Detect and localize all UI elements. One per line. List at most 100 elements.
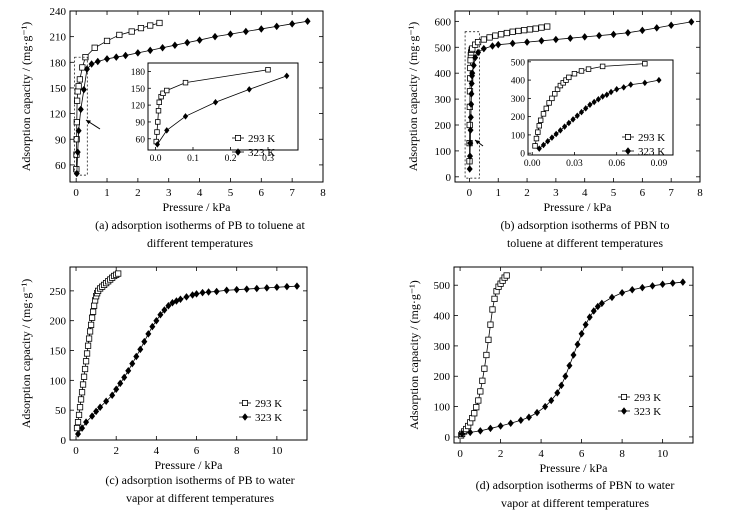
data-point-b-1-9 (469, 69, 476, 77)
data-point-a-1-1 (74, 148, 81, 156)
data-point-a-1-18 (227, 30, 234, 38)
inset-data-point-b-1-16 (604, 91, 610, 98)
inset-data-point-a-0-9 (265, 67, 271, 73)
caption-a: (a) adsorption isotherms of PB to toluen… (40, 216, 360, 252)
legend-a: 293 K 323 K (232, 133, 275, 159)
y-tick-label-b-4: 400 (435, 68, 452, 80)
inset-data-point-a-1-2 (182, 113, 189, 120)
inset-data-point-b-0-3 (536, 123, 542, 129)
data-point-d-1-28 (659, 280, 666, 289)
legend-marker-c-1 (242, 413, 248, 421)
data-point-a-0-15 (147, 22, 154, 29)
data-point-a-1-12 (147, 46, 154, 55)
series-c-0 (73, 270, 122, 432)
data-point-d-1-6 (517, 416, 524, 424)
data-point-d-1-4 (497, 422, 504, 430)
data-point-d-1-16 (574, 340, 581, 349)
data-point-c-1-36 (273, 283, 280, 292)
data-point-b-1-19 (552, 35, 559, 44)
x-tick-label-b-0: 0 (467, 187, 473, 199)
y-tick-label-b-1: 100 (435, 146, 452, 158)
legend-marker-d-1 (621, 407, 627, 415)
inset-data-point-b-0-1 (533, 135, 540, 142)
inset-data-point-b-1-15 (600, 93, 606, 100)
data-point-d-1-12 (558, 381, 565, 390)
data-point-c-1-11 (125, 367, 132, 375)
data-point-d-0-17 (491, 295, 498, 302)
data-point-c-0-9 (82, 358, 90, 365)
x-tick-label-d-4: 8 (619, 448, 625, 460)
data-point-b-1-10 (470, 61, 477, 70)
inset-b: 0.00 0.03 0.06 0.09 0 100 200 300 400 500 (511, 58, 674, 169)
data-point-b-1-21 (581, 33, 588, 41)
inset-y-tick-label-a-1: 90 (136, 118, 146, 128)
data-point-d-1-10 (548, 396, 555, 405)
plot-frame-b (454, 10, 701, 183)
y-tick-label-b-2: 200 (435, 120, 452, 132)
data-point-b-0-2 (466, 121, 473, 129)
data-point-a-0-16 (156, 19, 163, 27)
inset-a: 0.0 0.1 0.2 0.3 60 90 120 150 180 (131, 62, 299, 164)
y-tick-label-d-2: 200 (434, 371, 451, 383)
data-point-d-1-26 (639, 283, 646, 292)
data-point-a-1-4 (80, 85, 87, 94)
data-point-c-1-32 (233, 285, 240, 294)
data-point-b-1-23 (610, 30, 617, 39)
x-tick-label-b-1: 1 (495, 187, 501, 199)
data-point-c-0-0 (73, 424, 81, 432)
data-point-d-1-21 (594, 302, 601, 311)
x-tick-label-b-2: 2 (524, 187, 530, 199)
series-b-1 (466, 18, 695, 173)
data-point-c-1-18 (153, 316, 160, 325)
x-tick-label-c-5: 10 (271, 445, 283, 457)
inset-x-tick-label-a-3: 0.3 (262, 154, 274, 164)
data-point-c-0-7 (80, 373, 88, 380)
data-point-c-1-15 (141, 337, 148, 346)
x-tick-label-a-3: 3 (166, 187, 172, 199)
data-point-a-1-14 (171, 41, 178, 49)
data-point-b-0-15 (486, 34, 493, 41)
y-tick-label-a-4: 180 (50, 57, 67, 69)
data-point-c-1-0 (75, 430, 82, 438)
data-point-c-1-16 (145, 330, 152, 338)
data-point-c-1-6 (103, 397, 110, 405)
y-tick-label-a-5: 210 (50, 32, 67, 44)
data-point-c-1-37 (283, 282, 290, 291)
data-point-c-0-31 (115, 270, 122, 277)
data-point-d-1-25 (629, 286, 636, 294)
x-tick-label-b-8: 8 (697, 187, 703, 199)
data-point-d-1-0 (459, 430, 466, 438)
y-tick-label-d-4: 400 (434, 311, 451, 323)
data-point-c-0-1 (74, 419, 82, 426)
data-point-c-1-19 (157, 310, 164, 319)
data-point-d-1-24 (619, 289, 626, 297)
x-axis-label-a: Pressure / kPa (163, 200, 232, 214)
inset-x-tick-label-b-2: 0.06 (608, 159, 625, 169)
data-point-c-1-34 (253, 284, 260, 293)
inset-data-point-b-0-12 (560, 80, 566, 86)
data-point-b-1-15 (495, 40, 502, 49)
inset-data-point-a-1-3 (212, 99, 219, 106)
data-point-c-0-8 (81, 365, 89, 373)
inset-x-tick-label-a-2: 0.2 (225, 154, 237, 164)
legend-c: 293 K 323 K (239, 398, 282, 424)
data-point-c-0-13 (86, 328, 94, 335)
zoom-region-b (464, 31, 480, 179)
inset-data-point-b-0-7 (546, 100, 552, 106)
data-point-a-0-11 (103, 37, 111, 45)
inset-data-point-a-1-5 (284, 72, 290, 80)
legend-b: 293 K 323 K (622, 132, 665, 158)
data-point-a-1-2 (75, 126, 82, 135)
inset-x-tick-label-a-1: 0.1 (187, 154, 199, 164)
data-point-a-0-7 (76, 76, 83, 83)
data-point-d-1-9 (542, 402, 549, 411)
x-tick-label-b-3: 3 (553, 187, 559, 199)
inset-data-point-b-1-14 (595, 96, 601, 103)
x-tick-label-a-8: 8 (320, 187, 326, 199)
data-point-b-0-17 (498, 31, 505, 38)
data-point-a-1-21 (273, 22, 280, 31)
data-point-c-0-14 (87, 321, 95, 328)
data-point-a-1-3 (77, 105, 84, 114)
data-point-b-1-2 (467, 139, 474, 147)
data-point-c-1-35 (263, 284, 270, 292)
